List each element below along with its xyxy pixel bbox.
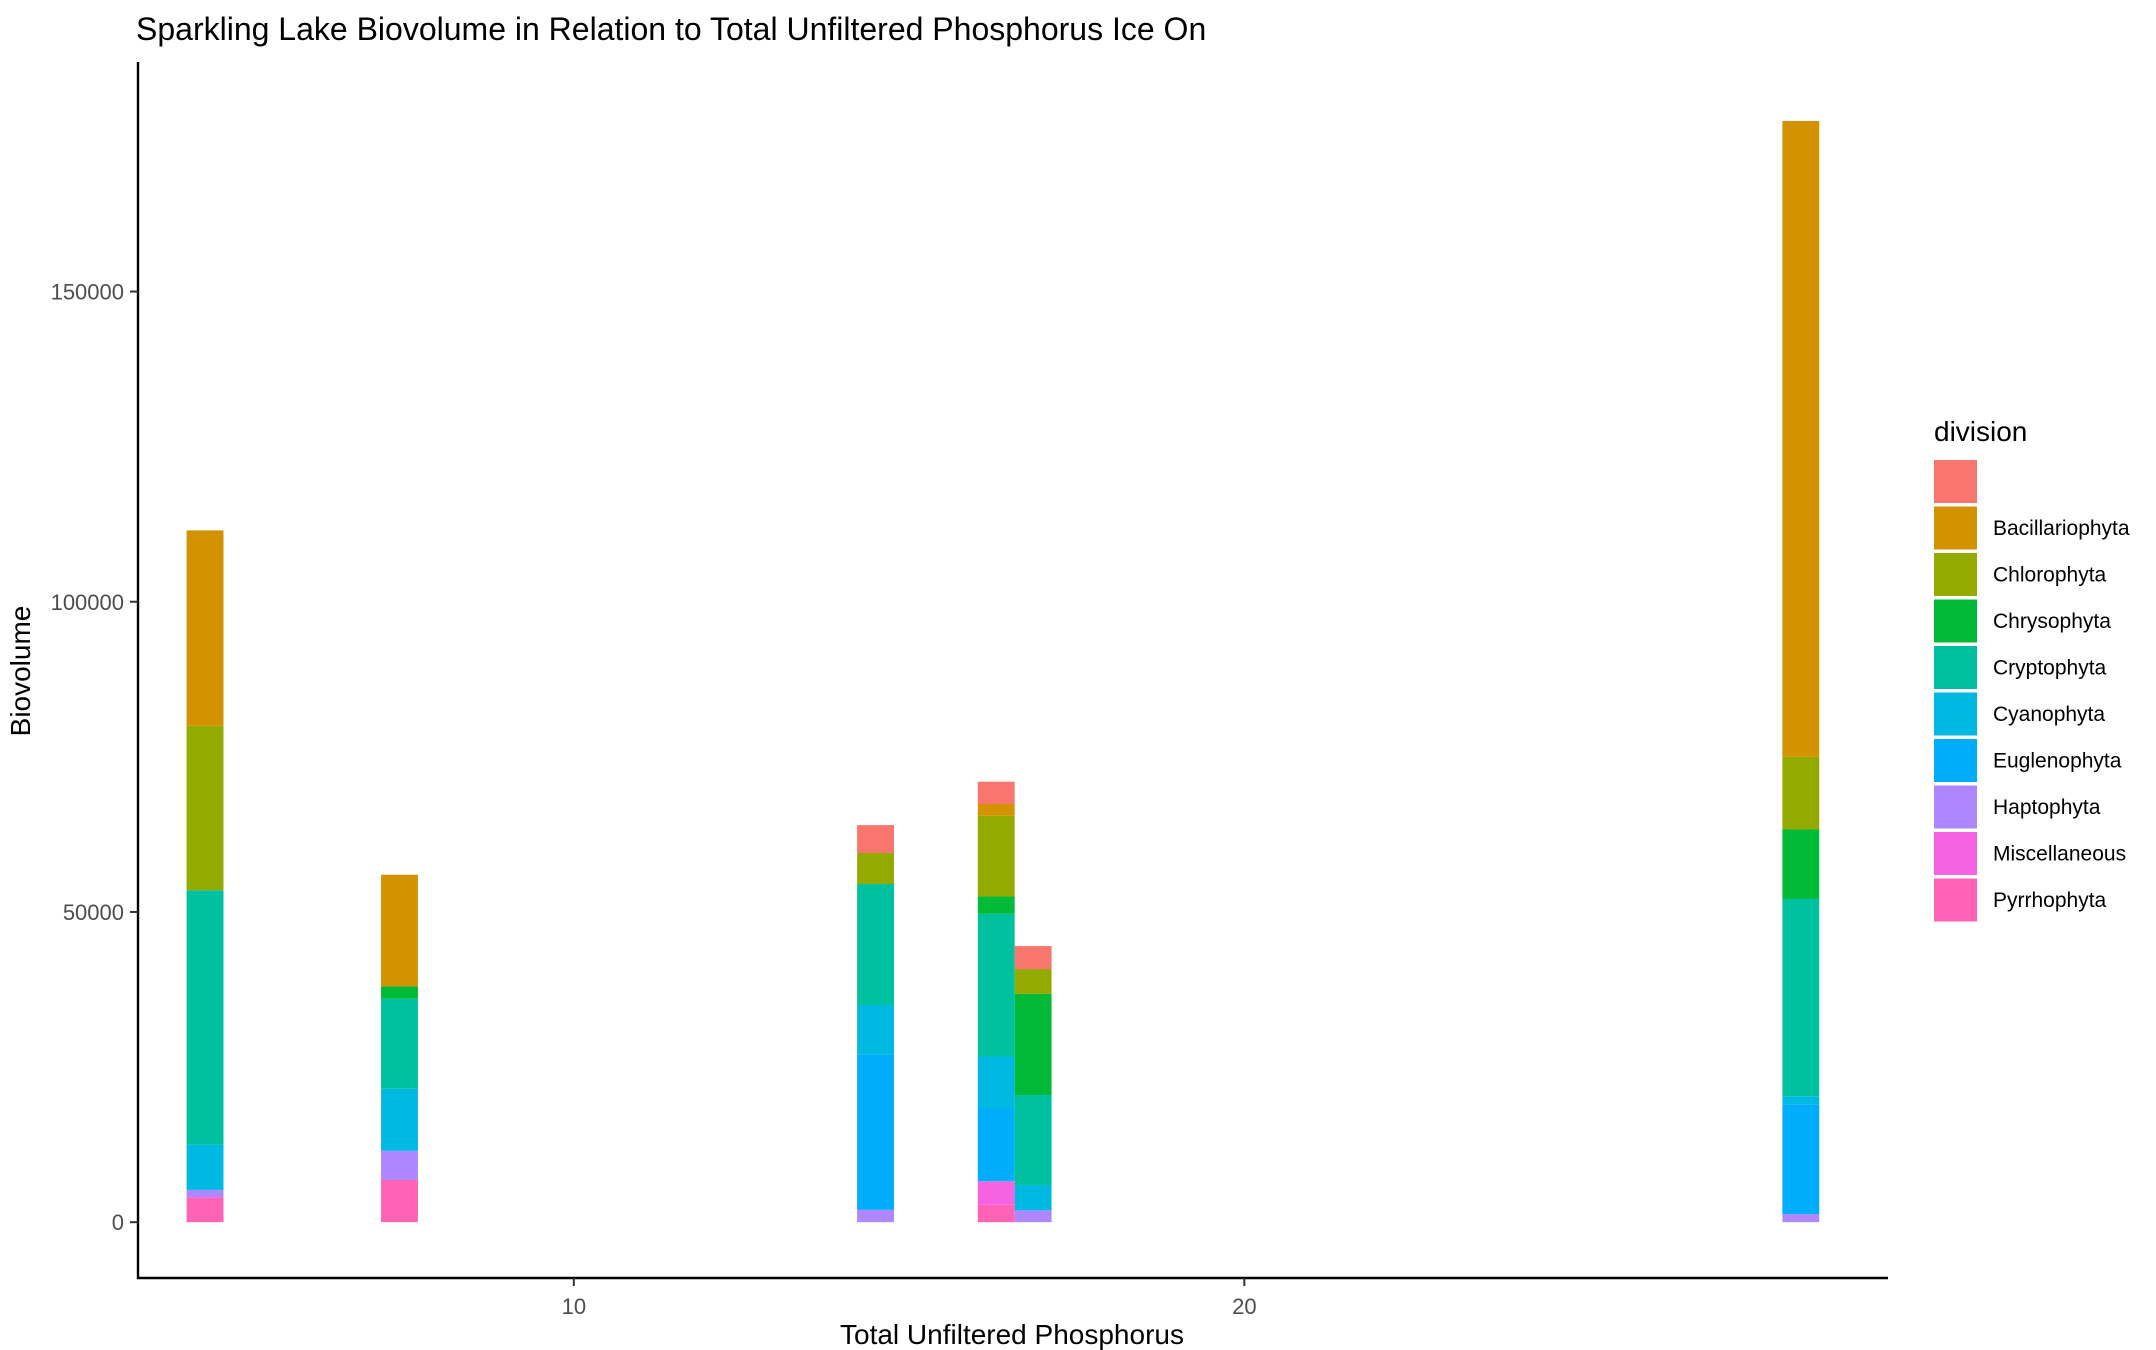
legend-key: [1934, 460, 1977, 503]
bar-segment-miscellaneous: [977, 1181, 1015, 1205]
chart-title: Sparkling Lake Biovolume in Relation to …: [136, 11, 1206, 47]
y-tick-label: 50000: [63, 900, 124, 925]
legend: division Bacillariophyta Chlorophyta Chrys…: [1934, 416, 2130, 922]
legend-label: Chlorophyta: [1993, 564, 2107, 587]
bar-segment-haptophyta: [186, 1189, 224, 1198]
bar-segment-pyrrhophyta: [977, 1204, 1015, 1223]
legend-key: [1934, 739, 1977, 782]
legend-label: Bacillariophyta: [1993, 517, 2130, 540]
legend-item-cryptophyta: Cryptophyta: [1934, 646, 2107, 689]
y-tick-label: 150000: [51, 280, 124, 305]
bar-segment-cyanophyta: [857, 1005, 894, 1055]
bar-segment-blank: [1014, 946, 1052, 970]
bar-segment-chrysophyta: [1782, 829, 1820, 899]
bar-segment-haptophyta: [1782, 1214, 1820, 1223]
bar-segment-cyanophyta: [381, 1088, 418, 1151]
legend-item-chlorophyta: Chlorophyta: [1934, 553, 2107, 596]
legend-item-cyanophyta: Cyanophyta: [1934, 692, 2105, 736]
bar-segment-chlorophyta: [186, 725, 224, 891]
legend-label: Pyrrhophyta: [1993, 889, 2107, 912]
legend-label: Miscellaneous: [1993, 843, 2126, 866]
bar-segment-chlorophyta: [977, 815, 1015, 897]
bar-segment-bacillariophyta: [381, 874, 418, 987]
y-axis-title: Biovolume: [5, 606, 36, 737]
bar-segment-blank: [857, 825, 894, 854]
legend-key: [1934, 785, 1977, 829]
bar-segment-blank: [977, 781, 1015, 805]
legend-item-bacillariophyta: Bacillariophyta: [1934, 506, 2130, 550]
bar-segment-cyanophyta: [1782, 1096, 1820, 1105]
legend-item-blank: [1934, 460, 1977, 503]
bar-segment-cyanophyta: [1014, 1184, 1052, 1211]
x-tick-label: 10: [562, 1294, 586, 1319]
x-ticks: 10 20: [562, 1278, 1257, 1319]
bar-segment-cyanophyta: [977, 1056, 1015, 1109]
legend-label: Cryptophyta: [1993, 657, 2107, 680]
bar-stack: [1014, 946, 1052, 1223]
bar-stack: [1782, 120, 1820, 1223]
legend-label: Chrysophyta: [1993, 610, 2111, 633]
bar-segment-pyrrhophyta: [186, 1197, 224, 1223]
legend-item-haptophyta: Haptophyta: [1934, 785, 2101, 829]
bar-segment-cryptophyta: [186, 890, 224, 1145]
legend-item-chrysophyta: Chrysophyta: [1934, 599, 2111, 643]
x-axis-title: Total Unfiltered Phosphorus: [840, 1319, 1184, 1350]
bar-segment-euglenophyta: [857, 1054, 894, 1210]
legend-item-miscellaneous: Miscellaneous: [1934, 832, 2126, 875]
bar-stack: [857, 825, 894, 1223]
bar-segment-chlorophyta: [1782, 756, 1820, 830]
bar-segment-chlorophyta: [857, 853, 894, 885]
y-tick-label: 100000: [51, 590, 124, 615]
legend-item-pyrrhophyta: Pyrrhophyta: [1934, 878, 2107, 922]
bar-segment-chlorophyta: [1014, 969, 1052, 994]
bar-segment-cryptophyta: [381, 998, 418, 1089]
y-ticks: 0 50000 100000 150000: [51, 280, 138, 1235]
bar-segment-bacillariophyta: [977, 804, 1015, 816]
bar-stack: [381, 874, 418, 1223]
bar-segment-cryptophyta: [857, 884, 894, 1006]
bar-segment-euglenophyta: [1782, 1104, 1820, 1215]
bar-stack: [186, 530, 224, 1223]
bar-segment-haptophyta: [1014, 1210, 1052, 1223]
bar-segment-bacillariophyta: [1782, 120, 1820, 757]
legend-key: [1934, 692, 1977, 736]
bar-segment-cryptophyta: [1782, 898, 1820, 1097]
bar-segment-bacillariophyta: [186, 530, 224, 726]
bar-segment-cyanophyta: [186, 1144, 224, 1190]
legend-label: Cyanophyta: [1993, 703, 2105, 726]
bar-segment-cryptophyta: [1014, 1094, 1052, 1185]
legend-label: Haptophyta: [1993, 796, 2101, 819]
legend-key: [1934, 553, 1977, 596]
bar-segment-haptophyta: [857, 1209, 894, 1223]
legend-items: Bacillariophyta Chlorophyta Chrysophyta Cry…: [1934, 460, 2130, 922]
legend-key: [1934, 599, 1977, 643]
legend-key: [1934, 832, 1977, 875]
legend-label: Euglenophyta: [1993, 750, 2122, 773]
y-tick-label: 0: [112, 1210, 124, 1235]
bar-segment-chrysophyta: [1014, 993, 1052, 1095]
bars-layer: [186, 120, 1820, 1223]
bar-segment-euglenophyta: [977, 1108, 1015, 1182]
bar-segment-pyrrhophyta: [381, 1179, 418, 1223]
legend-key: [1934, 646, 1977, 689]
legend-item-euglenophyta: Euglenophyta: [1934, 739, 2122, 782]
bar-segment-cryptophyta: [977, 913, 1015, 1057]
legend-title: division: [1934, 416, 2027, 447]
bar-stack: [977, 781, 1015, 1223]
legend-key: [1934, 506, 1977, 550]
bar-segment-chrysophyta: [381, 986, 418, 999]
legend-key: [1934, 878, 1977, 922]
bar-segment-haptophyta: [381, 1150, 418, 1180]
x-tick-label: 20: [1232, 1294, 1256, 1319]
bar-segment-chrysophyta: [977, 896, 1015, 914]
